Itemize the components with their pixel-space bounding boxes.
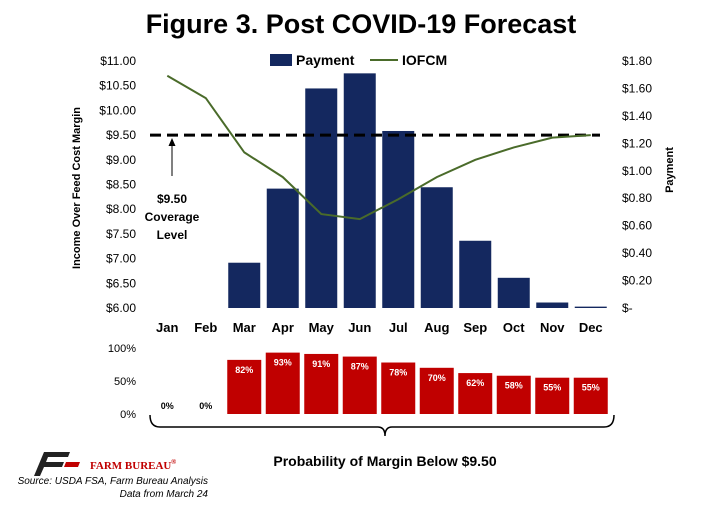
right-tick-label: $1.60	[622, 81, 652, 95]
probability-bar	[227, 359, 262, 414]
month-label: May	[309, 320, 335, 335]
right-tick-label: $0.60	[622, 219, 652, 233]
source-text: Source: USDA FSA, Farm Bureau Analysis	[18, 476, 208, 487]
fb-logo-accent-icon	[64, 462, 80, 467]
probability-bar	[458, 373, 493, 414]
farm-bureau-logo: FARM BUREAU ®	[34, 452, 177, 476]
data-date-text: Data from March 24	[120, 489, 209, 500]
chart-title: Figure 3. Post COVID-19 Forecast	[146, 9, 577, 39]
right-axis-title: Payment	[664, 147, 676, 193]
payment-bar	[266, 188, 299, 308]
legend-swatch-payment	[270, 54, 292, 66]
probability-value-label: 91%	[312, 359, 330, 369]
coverage-note-line1: $9.50	[157, 192, 187, 206]
probability-bracket	[149, 414, 615, 437]
logo-registered: ®	[171, 458, 177, 466]
legend-label-iofcm: IOFCM	[402, 52, 447, 68]
logo-text: FARM BUREAU	[90, 460, 171, 472]
probability-tick-label: 100%	[108, 343, 136, 355]
probability-bars: 0% 0% 82% 93% 91% 87% 78% 70% 62% 58% 55% 55%	[161, 352, 608, 414]
payment-bar	[497, 277, 530, 308]
left-tick-label: $10.00	[99, 103, 136, 117]
payment-bar	[459, 240, 492, 308]
left-tick-label: $6.00	[106, 301, 136, 315]
payment-bar	[228, 262, 261, 308]
payment-bar	[343, 73, 376, 308]
right-tick-label: $1.40	[622, 109, 652, 123]
left-tick-label: $7.00	[106, 252, 136, 266]
probability-bar	[381, 362, 416, 414]
probability-value-label: 70%	[428, 373, 446, 383]
right-axis-ticks: $1.80 $1.60 $1.40 $1.20 $1.00 $0.80 $0.60 $0.40…	[622, 54, 652, 315]
payment-bar	[382, 130, 415, 308]
payment-bar	[536, 302, 569, 308]
right-tick-label: $1.00	[622, 164, 652, 178]
right-tick-label: $1.80	[622, 54, 652, 68]
probability-bar	[496, 375, 531, 414]
probability-tick-label: 50%	[114, 376, 136, 388]
probability-axis-ticks: 100% 50% 0%	[108, 343, 136, 421]
probability-value-label: 78%	[389, 368, 407, 378]
left-tick-label: $7.50	[106, 227, 136, 241]
iofcm-line	[166, 74, 591, 221]
probability-value-label: 0%	[161, 401, 174, 411]
left-tick-label: $11.00	[100, 54, 136, 68]
payment-bars	[228, 73, 607, 308]
month-label: Oct	[503, 320, 525, 335]
month-label: Dec	[579, 320, 603, 335]
month-label: Feb	[194, 320, 217, 335]
probability-value-label: 58%	[505, 381, 523, 391]
right-tick-label: $1.20	[622, 136, 652, 150]
month-label: Jun	[348, 320, 371, 335]
right-tick-label: $0.80	[622, 191, 652, 205]
probability-caption: Probability of Margin Below $9.50	[273, 453, 496, 469]
left-tick-label: $8.00	[106, 202, 136, 216]
coverage-note-line3: Level	[157, 228, 188, 242]
probability-value-label: 82%	[235, 365, 253, 375]
probability-bar	[265, 352, 300, 414]
month-label: Aug	[424, 320, 449, 335]
left-axis-ticks: $11.00 $10.50 $10.00 $9.50 $9.00 $8.50 $8.00 $7…	[99, 54, 136, 315]
fb-logo-mark-icon	[34, 452, 70, 476]
probability-tick-label: 0%	[120, 409, 136, 421]
month-label: Jul	[389, 320, 408, 335]
probability-bar	[573, 377, 608, 414]
probability-value-label: 0%	[199, 401, 212, 411]
left-tick-label: $9.00	[106, 153, 136, 167]
coverage-note-line2: Coverage	[145, 210, 200, 224]
probability-value-label: 87%	[351, 362, 369, 372]
month-label: Apr	[272, 320, 294, 335]
payment-bar	[574, 306, 607, 308]
legend: Payment IOFCM	[270, 52, 447, 68]
month-label: Sep	[463, 320, 487, 335]
month-labels: Jan Feb Mar Apr May Jun Jul Aug Sep Oct Nov Dec	[156, 320, 603, 335]
probability-bar	[342, 356, 377, 414]
payment-bar	[305, 88, 338, 308]
month-label: Nov	[540, 320, 565, 335]
probability-bar	[419, 367, 454, 414]
payment-bar	[420, 187, 453, 308]
left-axis-title: Income Over Feed Cost Margin	[71, 107, 83, 269]
left-tick-label: $8.50	[106, 178, 136, 192]
probability-value-label: 62%	[466, 378, 484, 388]
left-tick-label: $6.50	[106, 276, 136, 290]
probability-value-label: 55%	[543, 383, 561, 393]
probability-value-label: 93%	[274, 358, 292, 368]
probability-value-label: 55%	[582, 383, 600, 393]
probability-bar	[304, 353, 339, 414]
month-label: Mar	[233, 320, 256, 335]
left-tick-label: $9.50	[106, 128, 136, 142]
legend-label-payment: Payment	[296, 52, 355, 68]
month-label: Jan	[156, 320, 178, 335]
right-tick-label: $0.40	[622, 246, 652, 260]
arrow-head-icon	[168, 138, 176, 146]
right-tick-label: $-	[622, 301, 633, 315]
left-tick-label: $10.50	[99, 79, 136, 93]
probability-bar	[535, 377, 570, 414]
right-tick-label: $0.20	[622, 274, 652, 288]
